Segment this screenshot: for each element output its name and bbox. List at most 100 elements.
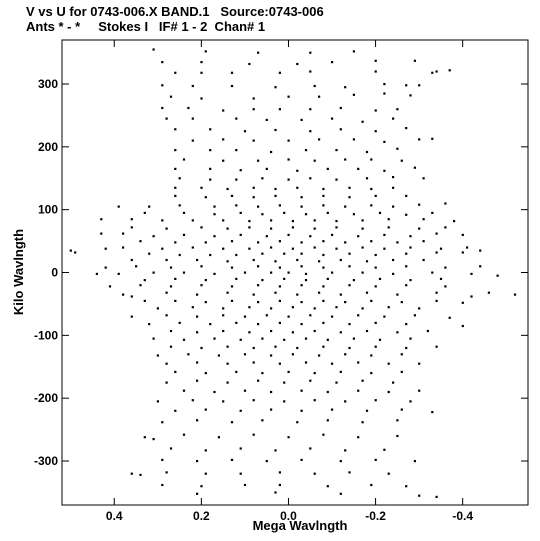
data-point: [270, 307, 273, 310]
data-point: [383, 448, 386, 451]
data-point: [318, 291, 321, 294]
data-point: [148, 323, 151, 326]
data-point: [182, 158, 186, 161]
data-point: [165, 258, 168, 262]
data-point: [278, 108, 281, 111]
data-point: [304, 213, 308, 216]
data-point: [252, 186, 255, 189]
data-point: [252, 139, 255, 142]
data-point: [235, 277, 238, 280]
data-point: [283, 400, 286, 403]
data-point: [339, 293, 342, 296]
data-point: [130, 258, 133, 262]
data-point: [248, 220, 251, 223]
data-point: [339, 128, 342, 131]
data-point: [283, 211, 286, 214]
data-point: [374, 285, 377, 288]
data-point: [174, 149, 177, 152]
y-tick-label: 200: [38, 140, 58, 154]
data-point: [187, 353, 190, 356]
data-point: [309, 70, 312, 73]
data-point: [313, 227, 316, 230]
data-point: [287, 271, 290, 274]
data-point: [230, 240, 234, 243]
data-point: [339, 331, 342, 334]
data-point: [191, 117, 194, 120]
y-tick-label: 300: [38, 77, 58, 91]
y-axis-ticks: 300 200 100 0 -100 -200 -300: [34, 77, 528, 468]
data-point: [270, 150, 273, 154]
data-point: [278, 471, 281, 474]
data-point: [439, 247, 443, 250]
data-point: [396, 241, 399, 244]
data-point: [344, 353, 347, 356]
data-point: [235, 117, 238, 120]
data-point: [257, 205, 260, 208]
data-point: [265, 314, 268, 317]
data-point: [296, 258, 299, 262]
data-point: [200, 97, 203, 100]
data-point: [396, 419, 399, 422]
data-point: [226, 291, 229, 294]
data-point: [296, 421, 299, 424]
data-point: [313, 472, 316, 475]
data-point: [326, 390, 329, 394]
data-point: [139, 240, 142, 243]
data-point: [322, 194, 325, 197]
data-point: [248, 306, 251, 309]
data-point: [287, 95, 290, 98]
data-point: [122, 246, 125, 249]
data-point: [378, 277, 382, 280]
data-point: [387, 306, 390, 309]
data-point: [344, 158, 347, 161]
data-point: [143, 299, 146, 302]
data-point: [230, 71, 234, 74]
data-point: [261, 252, 264, 255]
data-point: [322, 204, 325, 207]
data-point: [448, 69, 451, 72]
data-point: [357, 436, 360, 439]
data-point: [300, 118, 303, 121]
data-point: [191, 219, 194, 222]
data-point: [357, 167, 360, 170]
data-point: [278, 240, 281, 243]
data-point: [222, 314, 225, 317]
data-point: [370, 158, 373, 161]
data-point: [344, 449, 347, 452]
data-point: [191, 84, 194, 88]
data-point: [252, 399, 255, 402]
data-point: [296, 62, 299, 66]
data-point: [378, 211, 382, 214]
data-point: [204, 241, 207, 244]
data-point: [344, 86, 347, 89]
data-point: [274, 260, 277, 263]
data-point: [191, 306, 194, 309]
data-point: [374, 130, 377, 133]
data-point: [322, 433, 325, 436]
data-point: [435, 251, 438, 254]
data-point: [461, 324, 464, 328]
data-point: [405, 84, 408, 87]
data-point: [291, 331, 294, 334]
data-point: [74, 251, 77, 254]
data-point: [226, 362, 229, 365]
data-point: [252, 196, 255, 199]
data-point: [309, 314, 312, 317]
data-point: [370, 372, 373, 375]
data-point: [204, 472, 207, 475]
data-point: [261, 372, 264, 375]
data-point: [387, 472, 390, 475]
data-point: [431, 271, 434, 274]
data-point: [213, 272, 216, 275]
data-point: [296, 293, 299, 296]
data-point: [383, 233, 386, 236]
data-point: [174, 167, 177, 170]
data-point: [135, 265, 138, 268]
data-point: [444, 226, 447, 229]
data-point: [374, 458, 377, 461]
data-point: [435, 345, 438, 348]
data-point: [143, 436, 146, 439]
data-point: [487, 291, 490, 294]
data-point: [409, 246, 412, 249]
data-point: [100, 232, 103, 235]
